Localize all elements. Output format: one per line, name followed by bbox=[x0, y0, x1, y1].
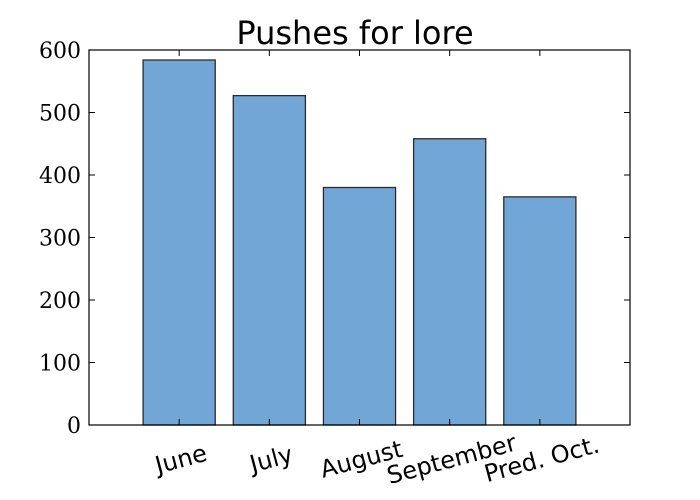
axes-layer bbox=[88, 49, 631, 426]
y-tick-label: 600 bbox=[39, 39, 81, 64]
x-tick-label: June bbox=[150, 439, 210, 480]
x-tick-label: July bbox=[245, 440, 296, 479]
bars-layer bbox=[142, 59, 577, 426]
bar-july bbox=[232, 94, 307, 426]
y-tick-label: 100 bbox=[39, 352, 81, 377]
bar-pred-oct bbox=[503, 196, 577, 426]
y-tick-label: 300 bbox=[39, 227, 81, 252]
y-tick-label: 400 bbox=[39, 164, 81, 189]
y-tick-label: 500 bbox=[39, 102, 81, 127]
bar-september bbox=[412, 138, 487, 426]
y-tick-label: 0 bbox=[67, 414, 81, 439]
bar-june bbox=[142, 59, 216, 426]
bar-august bbox=[322, 186, 397, 426]
y-tick-label: 200 bbox=[39, 289, 81, 314]
chart-title: Pushes for lore bbox=[236, 14, 473, 52]
